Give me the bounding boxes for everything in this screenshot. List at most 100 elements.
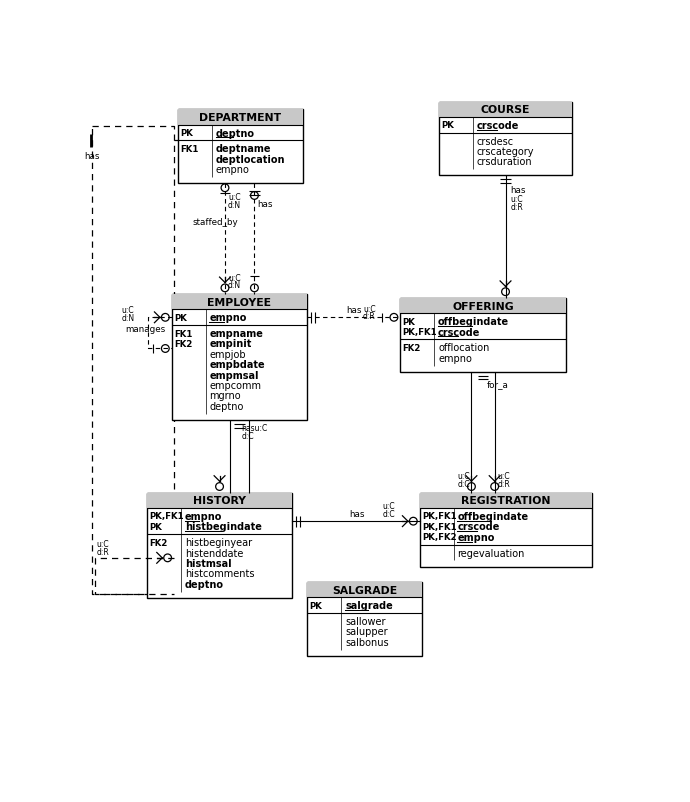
Text: DEPARTMENT: DEPARTMENT bbox=[199, 113, 282, 123]
Bar bbox=[172, 294, 307, 420]
Text: PK,FK1: PK,FK1 bbox=[149, 512, 184, 520]
Text: SALGRADE: SALGRADE bbox=[332, 585, 397, 595]
Text: empno: empno bbox=[210, 313, 247, 323]
Text: FK2: FK2 bbox=[149, 538, 168, 547]
Text: has: has bbox=[350, 509, 365, 518]
Text: d:R: d:R bbox=[363, 312, 375, 321]
Bar bbox=[307, 582, 422, 597]
Text: regevaluation: regevaluation bbox=[457, 548, 525, 558]
Text: u:C: u:C bbox=[497, 472, 511, 480]
Text: FK1: FK1 bbox=[174, 329, 193, 338]
Text: deptname: deptname bbox=[216, 144, 271, 154]
Text: FK2: FK2 bbox=[402, 343, 421, 352]
Text: d:R: d:R bbox=[497, 480, 511, 488]
Text: has: has bbox=[510, 185, 526, 195]
Text: hasu:C: hasu:C bbox=[241, 423, 268, 432]
Text: PK: PK bbox=[149, 522, 162, 531]
Text: offbegindate: offbegindate bbox=[457, 512, 529, 521]
Text: REGISTRATION: REGISTRATION bbox=[461, 496, 551, 506]
Text: PK: PK bbox=[309, 601, 322, 610]
Bar bbox=[400, 298, 566, 314]
Text: u:C: u:C bbox=[382, 501, 395, 511]
Text: crscode: crscode bbox=[457, 522, 500, 532]
Text: histcomments: histcomments bbox=[185, 569, 254, 578]
Text: d:R: d:R bbox=[97, 548, 109, 557]
Bar bbox=[172, 294, 307, 310]
Text: for_a: for_a bbox=[487, 379, 509, 388]
Bar bbox=[420, 493, 591, 567]
Text: offbegindate: offbegindate bbox=[438, 317, 509, 326]
Text: PK,FK2: PK,FK2 bbox=[422, 533, 457, 541]
Text: has: has bbox=[346, 306, 362, 314]
Text: d:N: d:N bbox=[121, 314, 135, 322]
Text: u:C: u:C bbox=[228, 273, 241, 282]
Text: empcomm: empcomm bbox=[210, 381, 262, 391]
Bar bbox=[420, 493, 591, 508]
Text: PK: PK bbox=[441, 121, 454, 130]
Bar bbox=[147, 493, 293, 598]
Text: PK,FK1: PK,FK1 bbox=[422, 522, 457, 531]
Text: empbdate: empbdate bbox=[210, 360, 265, 370]
Bar bbox=[400, 298, 566, 372]
Text: u:C: u:C bbox=[363, 304, 375, 314]
Text: salgrade: salgrade bbox=[345, 601, 393, 610]
Text: histbeginyear: histbeginyear bbox=[185, 537, 252, 548]
Bar bbox=[178, 110, 303, 125]
Text: d:C: d:C bbox=[457, 480, 470, 488]
Text: empname: empname bbox=[210, 329, 264, 338]
Text: salupper: salupper bbox=[345, 626, 388, 637]
Text: d:N: d:N bbox=[228, 281, 242, 290]
Text: empinit: empinit bbox=[210, 339, 252, 349]
Text: u:C: u:C bbox=[97, 540, 109, 549]
Text: u:C: u:C bbox=[228, 193, 241, 202]
Bar bbox=[178, 110, 303, 184]
Text: histbegindate: histbegindate bbox=[185, 522, 262, 532]
Text: PK: PK bbox=[174, 314, 187, 322]
Text: crscategory: crscategory bbox=[477, 147, 534, 157]
Bar bbox=[439, 103, 572, 176]
Bar bbox=[439, 103, 572, 118]
Text: has: has bbox=[257, 200, 273, 209]
Text: crsdesc: crsdesc bbox=[477, 136, 514, 147]
Text: deptno: deptno bbox=[216, 128, 255, 138]
Bar bbox=[307, 582, 422, 656]
Text: u:C: u:C bbox=[121, 306, 134, 314]
Text: u:C: u:C bbox=[457, 472, 470, 480]
Text: EMPLOYEE: EMPLOYEE bbox=[207, 298, 271, 307]
Text: PK: PK bbox=[180, 129, 193, 138]
Text: crsduration: crsduration bbox=[477, 157, 533, 167]
Text: deptlocation: deptlocation bbox=[216, 155, 285, 164]
Bar bbox=[147, 493, 293, 508]
Text: empno: empno bbox=[438, 354, 472, 363]
Text: d:C: d:C bbox=[382, 509, 395, 518]
Text: deptno: deptno bbox=[185, 579, 224, 589]
Text: salbonus: salbonus bbox=[345, 637, 388, 647]
Text: has: has bbox=[85, 152, 100, 161]
Text: crscode: crscode bbox=[438, 327, 480, 337]
Text: d:N: d:N bbox=[228, 201, 242, 210]
Text: PK,FK1: PK,FK1 bbox=[402, 328, 437, 337]
Text: empno: empno bbox=[216, 165, 250, 175]
Text: FK1: FK1 bbox=[180, 144, 199, 154]
Text: u:C: u:C bbox=[510, 195, 523, 204]
Text: empmsal: empmsal bbox=[210, 371, 259, 380]
Text: mgrno: mgrno bbox=[210, 391, 241, 401]
Text: histenddate: histenddate bbox=[185, 548, 243, 558]
Text: HISTORY: HISTORY bbox=[193, 496, 246, 506]
Text: PK,FK1: PK,FK1 bbox=[422, 512, 457, 520]
Text: histmsal: histmsal bbox=[185, 558, 231, 569]
Text: crscode: crscode bbox=[477, 120, 520, 131]
Text: OFFERING: OFFERING bbox=[452, 302, 514, 311]
Text: PK: PK bbox=[402, 318, 415, 326]
Text: manages: manages bbox=[125, 324, 165, 333]
Text: sallower: sallower bbox=[345, 616, 386, 626]
Text: empjob: empjob bbox=[210, 350, 246, 359]
Text: FK2: FK2 bbox=[174, 339, 193, 349]
Text: deptno: deptno bbox=[210, 401, 244, 411]
Text: staffed_by: staffed_by bbox=[193, 218, 238, 227]
Text: d:R: d:R bbox=[510, 202, 523, 212]
Text: empno: empno bbox=[457, 532, 495, 542]
Text: offlocation: offlocation bbox=[438, 343, 489, 353]
Text: empno: empno bbox=[185, 512, 222, 521]
Text: COURSE: COURSE bbox=[481, 105, 530, 115]
